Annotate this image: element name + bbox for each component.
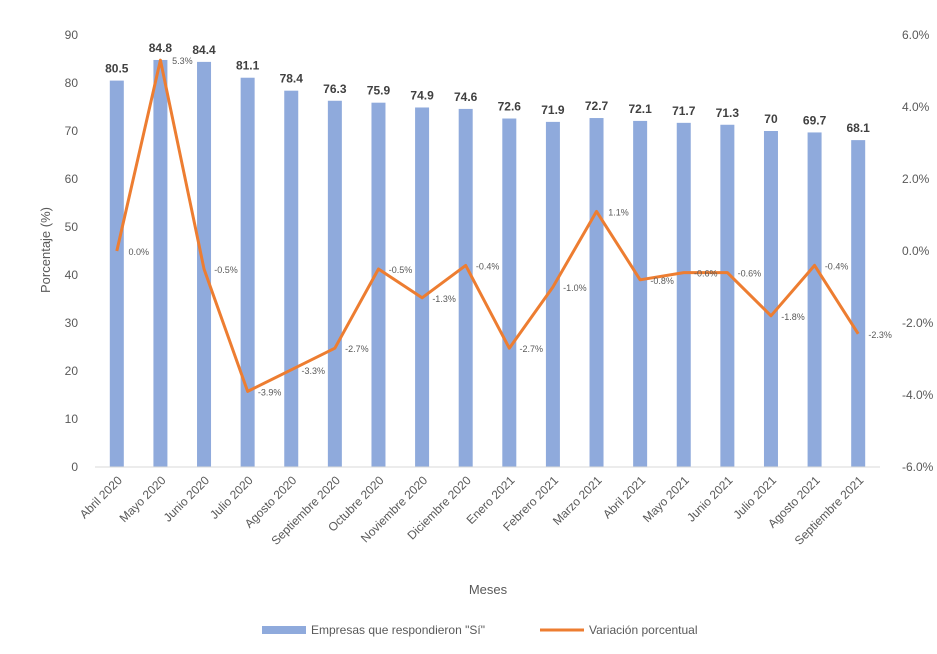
line-value-label: 1.1% xyxy=(608,207,629,217)
bar xyxy=(851,140,866,467)
bar xyxy=(807,132,822,467)
bar-value-label: 72.6 xyxy=(498,100,522,114)
bar-value-label: 76.3 xyxy=(323,82,347,96)
bar-value-label: 81.1 xyxy=(236,59,260,73)
y-tick-label: 60 xyxy=(65,172,79,186)
line-value-label: -3.9% xyxy=(258,387,282,397)
bar xyxy=(502,118,517,468)
bar-value-label: 70 xyxy=(764,112,778,126)
y2-tick-label: 0.0% xyxy=(902,244,930,258)
y-tick-label: 90 xyxy=(65,28,79,42)
bar-value-label: 69.7 xyxy=(803,113,827,127)
y2-tick-label: -6.0% xyxy=(902,460,934,474)
y-tick-label: 0 xyxy=(71,460,78,474)
bar-value-label: 84.8 xyxy=(149,41,173,55)
y2-tick-label: 6.0% xyxy=(902,28,930,42)
y-axis-ticks: 0 10 20 30 40 50 60 70 80 90 xyxy=(65,28,79,474)
x-tick-label: Mayo 2020 xyxy=(117,473,169,525)
line-value-label: 5.3% xyxy=(172,56,193,66)
bar-value-label: 72.7 xyxy=(585,99,609,113)
line-value-label: 0.0% xyxy=(129,247,150,257)
y-tick-label: 80 xyxy=(65,76,79,90)
bar-value-label: 72.1 xyxy=(628,102,652,116)
bar-value-label: 71.7 xyxy=(672,104,696,118)
bar xyxy=(109,80,124,467)
x-tick-label: Junio 2021 xyxy=(684,473,736,525)
labels-layer: 80.5 84.8 84.4 81.1 78.4 76.3 75.9 74.9 74.6 72.6… xyxy=(105,41,892,397)
y-tick-label: 40 xyxy=(65,268,79,282)
legend-label-line: Variación porcentual xyxy=(589,623,698,637)
bar-value-label: 80.5 xyxy=(105,62,129,76)
bar xyxy=(676,122,691,467)
line-value-label: -0.4% xyxy=(476,261,500,271)
bars-layer xyxy=(109,59,866,468)
x-tick-label: Junio 2020 xyxy=(161,473,213,525)
bar xyxy=(371,102,386,468)
bar xyxy=(153,59,168,468)
line-value-label: -1.8% xyxy=(781,312,805,322)
y-tick-label: 30 xyxy=(65,316,79,330)
line-value-label: -2.7% xyxy=(345,344,369,354)
bar-value-label: 78.4 xyxy=(280,72,304,86)
line-value-label: -0.6% xyxy=(694,269,718,279)
y-tick-label: 20 xyxy=(65,364,79,378)
line-layer xyxy=(115,58,860,393)
y2-axis-ticks: -6.0% -4.0% -2.0% 0.0% 2.0% 4.0% 6.0% xyxy=(902,28,934,474)
legend: Empresas que respondieron "Sí" Variación… xyxy=(262,623,698,637)
y-axis-title: Porcentaje (%) xyxy=(38,207,53,293)
bar xyxy=(240,77,255,467)
x-axis-title: Meses xyxy=(469,582,508,597)
bar xyxy=(633,120,648,468)
legend-swatch-bars xyxy=(262,626,306,634)
bar xyxy=(545,121,560,467)
bar-value-label: 71.3 xyxy=(716,106,740,120)
legend-label-bars: Empresas que respondieron "Sí" xyxy=(311,623,485,637)
bar-value-label: 68.1 xyxy=(847,121,871,135)
y2-tick-label: 4.0% xyxy=(902,100,930,114)
bar xyxy=(720,124,735,467)
bar xyxy=(327,100,342,467)
line-value-label: -0.5% xyxy=(389,265,413,275)
y2-tick-label: -2.0% xyxy=(902,316,934,330)
line-series-path xyxy=(115,58,860,393)
y2-tick-label: 2.0% xyxy=(902,172,930,186)
bar-value-label: 75.9 xyxy=(367,84,391,98)
bar-value-label: 74.6 xyxy=(454,90,478,104)
bar-value-label: 74.9 xyxy=(410,88,434,102)
y-tick-label: 10 xyxy=(65,412,79,426)
y-tick-label: 50 xyxy=(65,220,79,234)
bar-value-label: 84.4 xyxy=(192,43,216,57)
line-value-label: -1.3% xyxy=(432,294,456,304)
line-value-label: -2.7% xyxy=(520,344,544,354)
bar xyxy=(589,118,604,467)
bar xyxy=(763,131,778,467)
line-value-label: -0.6% xyxy=(738,269,762,279)
line-value-label: -2.3% xyxy=(868,330,892,340)
x-tick-label: Mayo 2021 xyxy=(640,473,692,525)
y2-tick-label: -4.0% xyxy=(902,388,934,402)
bar xyxy=(415,107,430,467)
line-value-label: -0.4% xyxy=(825,261,849,271)
y-tick-label: 70 xyxy=(65,124,79,138)
line-value-label: -3.3% xyxy=(301,366,325,376)
bar-value-label: 71.9 xyxy=(541,103,565,117)
line-value-label: -0.8% xyxy=(650,276,674,286)
line-value-label: -1.0% xyxy=(563,283,587,293)
line-value-label: -0.5% xyxy=(214,265,238,275)
bar xyxy=(458,108,473,468)
bar xyxy=(284,90,299,468)
